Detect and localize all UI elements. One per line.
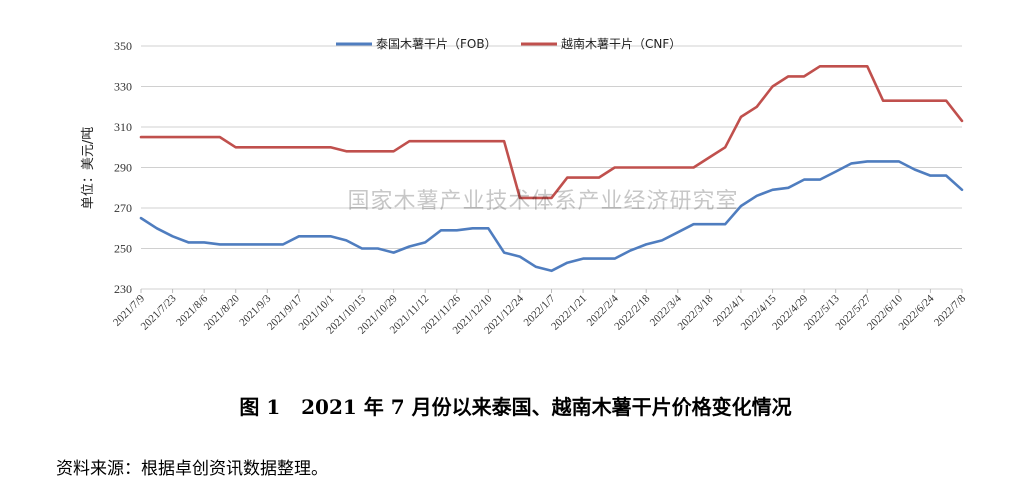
y-tick-label: 350 (114, 39, 132, 53)
series-line-1 (139, 65, 964, 200)
series-line-0 (139, 160, 964, 273)
x-axis-ticks: 2021/7/92021/7/232021/8/62021/8/202021/9… (111, 289, 968, 337)
y-axis-label: 单位：美元/吨 (81, 127, 96, 209)
x-tick-label: 2021/8/20 (202, 292, 242, 332)
price-line-chart: 230 250 270 290 310 330 350 2021/7/92021/7/232… (81, 36, 968, 337)
legend-label-1: 越南木薯干片（CNF） (561, 36, 681, 51)
y-tick-label: 230 (114, 282, 132, 296)
y-axis-ticks: 230 250 270 290 310 330 350 (114, 39, 132, 296)
y-tick-label: 290 (114, 161, 132, 175)
watermark: 国家木薯产业技术体系产业经济研究室 (347, 189, 738, 214)
chart-legend: 泰国木薯干片（FOB） 越南木薯干片（CNF） (336, 36, 681, 51)
x-tick-label: 2022/6/24 (897, 292, 937, 332)
y-tick-label: 270 (114, 201, 132, 215)
data-source-note: 资料来源：根据卓创资讯数据整理。 (56, 459, 328, 479)
chart-series (139, 65, 964, 273)
y-tick-label: 330 (114, 80, 132, 94)
y-tick-label: 250 (114, 242, 132, 256)
legend-label-0: 泰国木薯干片（FOB） (376, 37, 497, 51)
x-tick-label: 2022/3/18 (675, 292, 715, 332)
y-tick-label: 310 (114, 120, 132, 134)
x-tick-label: 2022/7/8 (932, 292, 968, 328)
figure-caption: 图 1 2021 年 7 月份以来泰国、越南木薯干片价格变化情况 (239, 395, 792, 419)
x-tick-label: 2022/2/18 (612, 292, 652, 332)
chart-grid (141, 45, 962, 290)
x-tick-label: 2021/7/23 (139, 292, 179, 332)
x-tick-label: 2022/1/21 (549, 293, 589, 333)
